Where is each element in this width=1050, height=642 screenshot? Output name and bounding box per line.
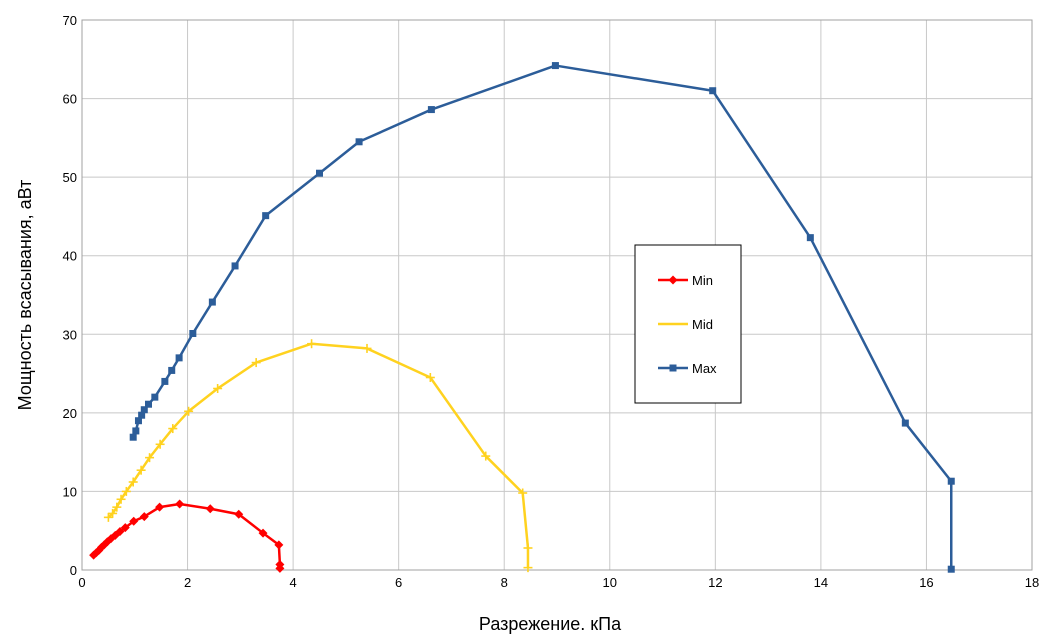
legend-label-mid: Mid bbox=[692, 317, 713, 332]
data-point-min bbox=[275, 563, 285, 573]
series-line-max bbox=[132, 64, 953, 570]
data-point-mid bbox=[103, 512, 113, 522]
data-point-mid bbox=[108, 508, 118, 518]
data-point-max bbox=[947, 477, 955, 485]
series-line-min bbox=[92, 502, 282, 569]
y-tick-label: 10 bbox=[63, 484, 77, 499]
y-tick-label: 40 bbox=[63, 249, 77, 264]
data-point-min bbox=[234, 509, 244, 519]
data-point-mid bbox=[145, 453, 155, 463]
data-point-mid bbox=[425, 373, 435, 382]
legend-item-max: Max bbox=[658, 361, 717, 376]
legend-item-mid: Mid bbox=[658, 317, 713, 332]
data-point-min bbox=[115, 527, 125, 536]
data-point-mid bbox=[168, 424, 178, 434]
data-point-min bbox=[139, 512, 149, 522]
data-point-min bbox=[155, 502, 165, 512]
legend-label-min: Min bbox=[692, 273, 713, 288]
data-point-mid bbox=[213, 384, 223, 393]
data-point-max bbox=[145, 400, 152, 408]
data-point-max bbox=[551, 62, 559, 70]
legend: Min Mid Max bbox=[634, 244, 742, 404]
x-tick-label: 4 bbox=[289, 575, 296, 590]
data-point-max bbox=[901, 419, 909, 427]
data-point-max bbox=[947, 565, 955, 573]
data-point-max bbox=[134, 417, 142, 425]
x-tick-label: 16 bbox=[919, 575, 933, 590]
data-point-max bbox=[140, 406, 148, 414]
series-line-mid bbox=[107, 342, 530, 568]
data-point-max bbox=[709, 87, 717, 95]
series-mid bbox=[103, 339, 533, 573]
x-tick-label: 18 bbox=[1025, 575, 1039, 590]
data-point-min bbox=[205, 504, 215, 514]
data-point-min bbox=[258, 528, 268, 538]
x-tick-label: 14 bbox=[814, 575, 828, 590]
data-point-max bbox=[262, 212, 270, 220]
data-point-max bbox=[138, 411, 146, 419]
data-point-max bbox=[355, 138, 363, 146]
y-axis-title: Мощность всасывания, аВт bbox=[15, 180, 35, 411]
y-tick-label: 70 bbox=[63, 13, 77, 28]
x-tick-label: 0 bbox=[78, 575, 85, 590]
data-point-max bbox=[132, 427, 140, 435]
data-point-mid bbox=[523, 543, 533, 553]
data-point-mid bbox=[184, 406, 194, 416]
data-point-max bbox=[231, 262, 239, 270]
data-point-max bbox=[806, 234, 814, 242]
data-point-mid bbox=[128, 477, 138, 487]
data-point-max bbox=[168, 366, 176, 374]
data-point-max bbox=[189, 330, 197, 337]
data-point-min bbox=[129, 516, 139, 526]
x-axis-title: Разрежение. кПа bbox=[479, 614, 622, 634]
legend-label-max: Max bbox=[692, 361, 717, 376]
y-tick-label: 30 bbox=[63, 327, 77, 342]
x-tick-label: 8 bbox=[501, 575, 508, 590]
y-tick-label: 50 bbox=[63, 170, 77, 185]
plot-area-border bbox=[81, 19, 1033, 571]
data-point-mid bbox=[116, 494, 126, 504]
grid-lines bbox=[81, 19, 1033, 571]
data-point-mid bbox=[307, 339, 317, 349]
data-point-max bbox=[175, 354, 183, 362]
y-tick-label: 0 bbox=[70, 563, 77, 578]
x-tick-label: 6 bbox=[395, 575, 402, 590]
data-point-mid bbox=[362, 343, 372, 353]
series-max bbox=[129, 62, 955, 573]
data-point-min bbox=[274, 540, 284, 550]
data-point-mid bbox=[251, 358, 261, 368]
data-point-max bbox=[151, 393, 159, 401]
data-point-mid bbox=[112, 502, 122, 512]
y-tick-label: 60 bbox=[63, 92, 77, 107]
data-point-max bbox=[161, 377, 169, 385]
legend-marker-max bbox=[669, 364, 677, 372]
data-point-max bbox=[208, 298, 216, 306]
y-tick-label: 20 bbox=[63, 406, 77, 421]
x-tick-label: 2 bbox=[184, 575, 191, 590]
data-point-min bbox=[175, 499, 185, 509]
data-point-mid bbox=[523, 563, 533, 573]
x-tick-label: 12 bbox=[708, 575, 722, 590]
data-point-max bbox=[427, 106, 435, 114]
tick-labels: 0 2 4 6 8 10 12 14 16 18 0 10 20 30 40 50 60 70 bbox=[63, 13, 1040, 590]
legend-marker-min bbox=[668, 275, 678, 285]
data-point-mid bbox=[136, 465, 146, 475]
data-point-mid bbox=[121, 486, 131, 496]
data-point-max bbox=[316, 169, 323, 177]
x-tick-label: 10 bbox=[603, 575, 617, 590]
legend-item-min: Min bbox=[658, 273, 713, 288]
series-layer bbox=[89, 62, 955, 573]
data-point-max bbox=[129, 433, 137, 441]
data-point-min bbox=[120, 523, 130, 533]
data-point-mid bbox=[481, 451, 491, 461]
series-min bbox=[89, 499, 285, 573]
data-point-mid bbox=[155, 439, 165, 449]
data-point-mid bbox=[518, 488, 528, 498]
